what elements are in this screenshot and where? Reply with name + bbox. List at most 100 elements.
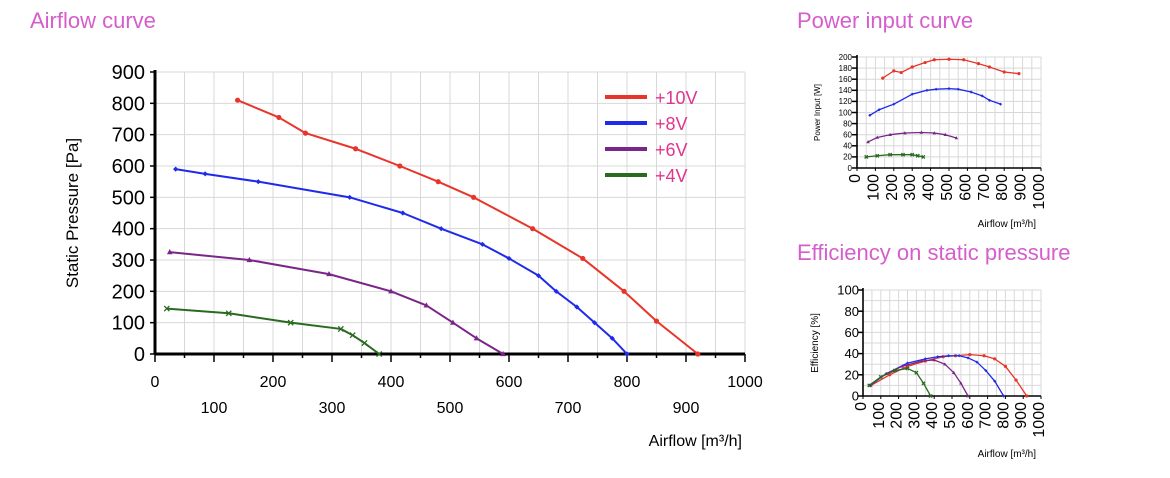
power-y-tick-label: 0 xyxy=(848,164,853,173)
airflow-data-point xyxy=(580,255,586,262)
efficiency-x-tick-label: 100 xyxy=(871,402,888,429)
power-data-point xyxy=(947,87,951,91)
power-data-point xyxy=(899,70,903,75)
airflow-data-point xyxy=(349,332,356,339)
airflow-data-point xyxy=(347,194,353,200)
power-x-tick-label: 500 xyxy=(939,174,956,201)
efficiency-data-point xyxy=(923,357,927,361)
airflow-data-point xyxy=(388,288,394,294)
airflow-data-point xyxy=(353,146,359,152)
airflow-y-tick-label: 600 xyxy=(112,156,145,178)
power-data-point xyxy=(881,76,885,80)
efficiency-data-point xyxy=(993,379,997,383)
power-y-tick-label: 180 xyxy=(839,64,853,73)
power-data-point xyxy=(934,87,938,91)
efficiency-data-point xyxy=(993,357,997,361)
efficiency-x-tick-label: 0 xyxy=(853,402,870,411)
power-y-tick-label: 40 xyxy=(843,142,852,151)
airflow-series-line xyxy=(169,251,504,355)
efficiency-x-axis-label: Airflow [m³/h] xyxy=(978,449,1037,460)
airflow-data-point xyxy=(361,339,368,347)
airflow-data-point xyxy=(471,194,477,200)
power-data-point xyxy=(969,90,973,94)
airflow-x-axis-label: Airflow [m³/h] xyxy=(649,433,742,450)
airflow-x-tick-label: 0 xyxy=(151,374,160,391)
power-data-point xyxy=(910,65,914,69)
airflow-data-point xyxy=(225,310,232,317)
power-data-point xyxy=(980,94,984,98)
efficiency-y-tick-label: 20 xyxy=(845,367,859,382)
airflow-data-point xyxy=(553,288,559,294)
efficiency-series-line xyxy=(869,355,1005,397)
power-series-line xyxy=(867,131,957,143)
airflow-data-point xyxy=(202,171,208,177)
airflow-y-tick-label: 100 xyxy=(112,313,145,335)
airflow-data-point xyxy=(591,320,598,326)
efficiency-series-line xyxy=(870,354,1028,397)
power-y-tick-label: 140 xyxy=(839,86,853,95)
efficiency-data-point xyxy=(867,383,872,388)
efficiency-data-point xyxy=(936,355,940,359)
efficiency-y-tick-label: 0 xyxy=(852,389,859,404)
airflow-series-line xyxy=(237,99,699,355)
airflow-data-point xyxy=(479,241,486,247)
power-data-point xyxy=(910,92,914,96)
efficiency-x-tick-label: 500 xyxy=(942,402,959,429)
power-x-tick-label: 1000 xyxy=(1031,174,1048,210)
power-x-axis-label: Airflow [m³/h] xyxy=(978,219,1037,230)
airflow-curve-title: Airflow curve xyxy=(30,8,156,33)
efficiency-data-point xyxy=(946,354,951,358)
power-data-point xyxy=(956,87,960,91)
power-data-point xyxy=(932,131,937,135)
power-data-point xyxy=(919,130,924,134)
power-data-point xyxy=(954,136,959,140)
power-x-tick-label: 0 xyxy=(847,174,864,183)
power-data-point xyxy=(868,113,872,117)
power-data-point xyxy=(866,139,870,144)
efficiency-y-tick-label: 80 xyxy=(845,304,859,319)
airflow-data-point xyxy=(173,166,179,172)
power-y-tick-label: 20 xyxy=(843,153,852,162)
airflow-series-line xyxy=(175,168,628,355)
legend-label: +6V xyxy=(655,140,688,160)
airflow-data-point xyxy=(653,318,660,324)
efficiency-data-point xyxy=(952,370,956,374)
efficiency-data-point xyxy=(959,381,963,385)
airflow-x-tick-label: 300 xyxy=(319,400,346,417)
airflow-x-tick-label: 1000 xyxy=(727,374,763,391)
efficiency-data-point xyxy=(1025,394,1029,398)
power-data-point xyxy=(987,98,992,102)
airflow-data-point xyxy=(609,335,615,341)
airflow-data-point xyxy=(326,270,332,277)
efficiency-data-point xyxy=(914,370,919,375)
airflow-data-point xyxy=(337,325,344,332)
efficiency-x-tick-label: 400 xyxy=(924,402,941,429)
airflow-y-tick-label: 300 xyxy=(112,250,145,272)
power-series-line xyxy=(869,87,1001,116)
efficiency-x-tick-label: 700 xyxy=(978,402,995,429)
efficiency-data-point xyxy=(1002,394,1006,398)
efficiency-data-point xyxy=(984,368,988,373)
power-data-point xyxy=(892,69,896,73)
power-y-tick-label: 100 xyxy=(839,108,853,117)
airflow-data-point xyxy=(400,210,406,216)
power-y-tick-label: 160 xyxy=(839,75,853,84)
power-data-point xyxy=(910,152,915,157)
power-data-point xyxy=(1017,72,1021,76)
airflow-data-point xyxy=(500,350,506,357)
power-data-point xyxy=(915,153,920,158)
efficiency-data-point xyxy=(921,381,926,386)
power-x-tick-label: 800 xyxy=(994,174,1011,201)
efficiency-x-tick-label: 1000 xyxy=(1031,402,1048,438)
power-data-point xyxy=(943,132,948,136)
airflow-x-tick-label: 500 xyxy=(437,400,464,417)
efficiency-data-point xyxy=(892,368,898,373)
airflow-y-tick-label: 400 xyxy=(112,219,145,241)
airflow-data-point xyxy=(530,226,536,232)
airflow-data-point xyxy=(235,97,241,103)
power-data-point xyxy=(903,131,907,135)
power-x-tick-label: 300 xyxy=(902,174,919,201)
efficiency-x-tick-label: 200 xyxy=(889,402,906,429)
